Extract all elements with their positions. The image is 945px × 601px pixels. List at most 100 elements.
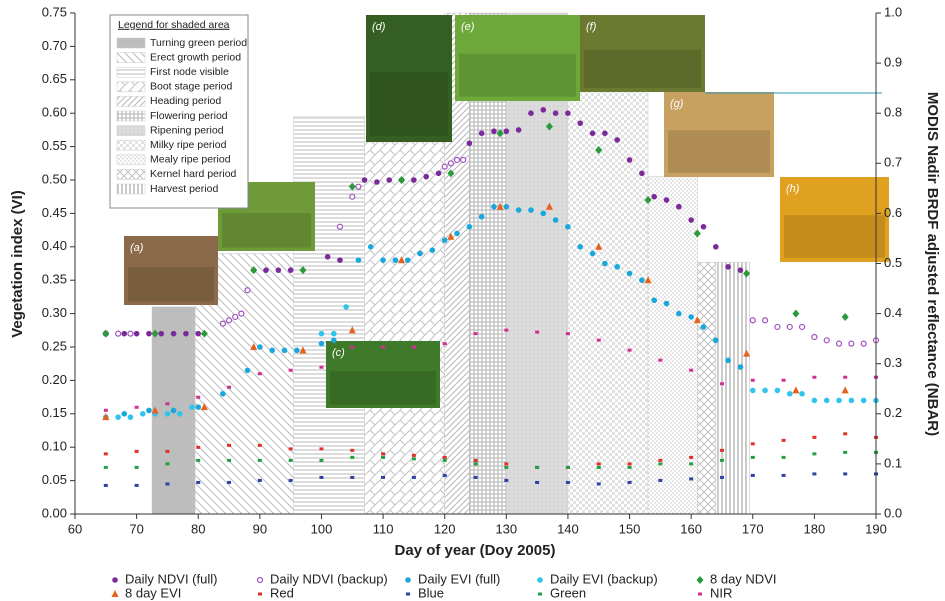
point <box>812 435 817 439</box>
legend-label: Blue <box>418 585 444 600</box>
shade-legend-swatch <box>116 110 146 122</box>
point <box>565 465 570 469</box>
point <box>596 482 601 486</box>
y-tick-label: 0.15 <box>42 405 67 420</box>
point <box>719 382 724 386</box>
y-axis-title: Vegetation index (VI) <box>9 190 26 338</box>
shade-legend-swatch <box>116 96 146 107</box>
point <box>658 478 663 482</box>
point <box>577 120 584 127</box>
x-tick-label: 180 <box>804 521 826 536</box>
point <box>454 230 460 237</box>
point <box>535 330 540 334</box>
point <box>134 465 139 469</box>
point <box>496 129 504 138</box>
y-tick-label: 0.30 <box>42 305 67 320</box>
point <box>381 455 386 459</box>
point <box>319 447 324 451</box>
point <box>774 323 781 331</box>
point <box>504 465 509 469</box>
shade-legend-title: Legend for shaded area <box>118 19 230 31</box>
point <box>158 330 165 337</box>
point <box>330 337 337 344</box>
point <box>774 387 781 394</box>
point <box>196 395 201 399</box>
point <box>651 297 657 304</box>
point <box>535 465 540 469</box>
point <box>713 244 719 250</box>
point <box>614 137 621 143</box>
point <box>200 403 208 411</box>
point <box>750 442 755 446</box>
point <box>835 340 843 347</box>
photo-texture <box>668 130 770 173</box>
point <box>823 337 830 344</box>
point <box>750 455 755 459</box>
point <box>749 387 756 394</box>
point <box>281 347 288 354</box>
x-tick-label: 100 <box>311 521 333 536</box>
point <box>244 287 251 294</box>
photo-label: (f) <box>586 21 597 33</box>
point <box>473 475 478 479</box>
point <box>411 177 417 183</box>
point <box>781 455 786 459</box>
legend-marker <box>256 576 264 584</box>
shade-legend-label: Boot stage period <box>150 81 232 93</box>
point <box>658 462 663 466</box>
y2-tick-label: 0.1 <box>884 455 902 470</box>
point <box>725 357 731 364</box>
legend-marker <box>537 577 543 583</box>
point <box>565 332 570 336</box>
point <box>350 455 355 459</box>
y2-tick-label: 0.6 <box>884 205 902 220</box>
point <box>164 411 171 417</box>
point <box>676 203 682 210</box>
point <box>693 229 701 238</box>
point <box>749 317 756 324</box>
x-tick-label: 190 <box>865 521 887 536</box>
point <box>743 349 751 357</box>
legend-marker <box>696 576 704 584</box>
point <box>361 177 368 183</box>
point <box>688 314 694 320</box>
point <box>200 329 208 338</box>
point <box>762 387 768 394</box>
point <box>848 340 855 347</box>
y-tick-label: 0.25 <box>42 338 67 353</box>
point <box>792 386 800 394</box>
x-tick-label: 160 <box>680 521 702 536</box>
point <box>103 483 108 487</box>
point <box>812 472 817 476</box>
point <box>411 345 416 349</box>
point <box>860 340 867 347</box>
point <box>503 128 510 135</box>
point <box>220 390 226 397</box>
y2-tick-label: 1.0 <box>884 4 902 19</box>
point <box>688 217 694 223</box>
point <box>392 257 399 263</box>
photo-label: (a) <box>130 242 144 254</box>
point <box>196 480 201 484</box>
point <box>238 310 245 317</box>
y-tick-label: 0.65 <box>42 71 67 86</box>
point <box>812 375 817 379</box>
point <box>115 414 121 420</box>
legend-marker <box>538 592 542 596</box>
point <box>319 458 324 462</box>
point <box>737 267 744 273</box>
point <box>275 267 282 273</box>
point <box>596 462 601 466</box>
shade-legend-label: Ripening period <box>150 124 224 136</box>
point <box>324 254 331 260</box>
legend-label: Daily NDVI (backup) <box>270 571 388 586</box>
point <box>836 397 842 404</box>
x-tick-label: 80 <box>191 521 205 536</box>
point <box>287 267 294 273</box>
x-tick-label: 110 <box>373 521 394 536</box>
point <box>103 452 108 456</box>
point <box>250 266 258 275</box>
point <box>627 348 632 352</box>
point <box>250 343 258 350</box>
